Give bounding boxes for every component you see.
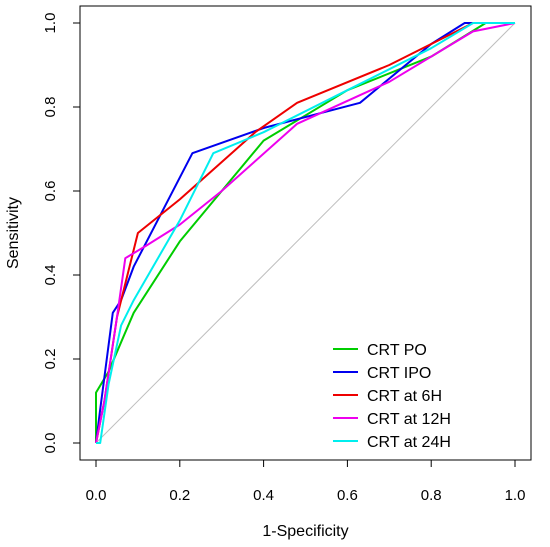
x-tick-label: 0.0	[86, 487, 107, 504]
y-tick-label: 1.0	[42, 13, 59, 34]
plot-frame	[79, 5, 532, 461]
legend: CRT PO CRT IPO CRT at 6H CRT at 12H CRT at 2…	[333, 342, 451, 451]
x-tick-label: 0.6	[337, 487, 358, 504]
reference-line-layer	[95, 22, 516, 444]
legend-label-3: CRT at 12H	[367, 411, 451, 428]
reference-diagonal	[95, 22, 516, 444]
legend-label-2: CRT at 6H	[367, 388, 442, 405]
x-tick-label: 0.2	[169, 487, 190, 504]
y-tick-label: 0.4	[42, 265, 59, 286]
y-axis-label: Sensitivity	[5, 197, 22, 269]
legend-label-0: CRT PO	[367, 342, 427, 359]
y-tick-label: 0.8	[42, 97, 59, 118]
legend-label-1: CRT IPO	[367, 365, 431, 382]
y-tick-label: 0.0	[42, 433, 59, 454]
x-tick-label: 0.4	[253, 487, 274, 504]
series-line-4	[96, 22, 515, 444]
x-tick-label: 1.0	[505, 487, 526, 504]
y-tick-label: 0.2	[42, 349, 59, 370]
series-line-3	[95, 22, 516, 444]
x-axis: 0.0 0.2 0.4 0.6 0.8 1.0	[86, 460, 526, 504]
series-layer	[95, 22, 516, 444]
y-tick-label: 0.6	[42, 181, 59, 202]
x-tick-label: 0.8	[421, 487, 442, 504]
series-line-1	[95, 22, 515, 444]
y-axis: 0.0 0.2 0.4 0.6 0.8 1.0	[42, 13, 80, 454]
legend-label-4: CRT at 24H	[367, 434, 451, 451]
x-axis-label: 1-Specificity	[262, 523, 348, 540]
